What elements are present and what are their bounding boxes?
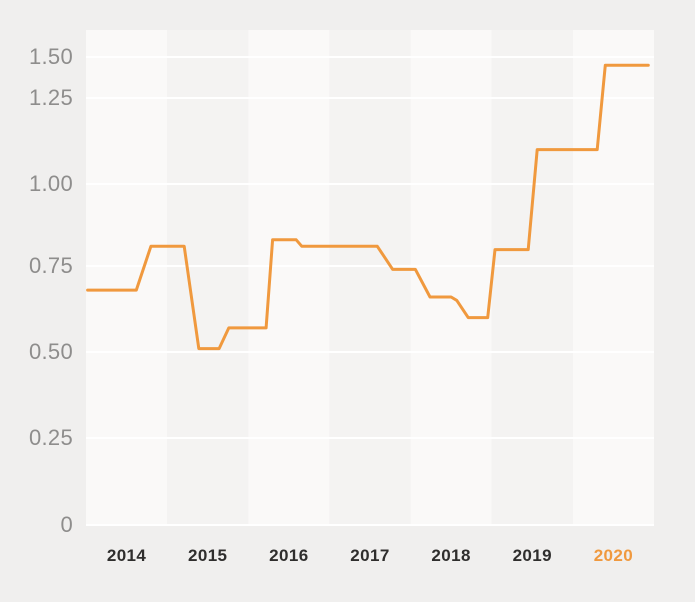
- x-axis-year-label: 2014: [106, 546, 147, 565]
- x-axis-year-label: 2017: [350, 546, 390, 565]
- y-axis-tick-label: 0.50: [28, 339, 73, 364]
- x-axis-year-label: 2015: [187, 546, 228, 565]
- year-band: [410, 30, 492, 526]
- series-line: [86, 63, 650, 351]
- year-band: [86, 30, 168, 526]
- x-axis-year-label-highlighted: 2020: [593, 546, 634, 565]
- year-band: [329, 30, 411, 526]
- y-axis-tick-label: 1.50: [28, 44, 73, 69]
- y-axis-tick-label: 1.00: [28, 171, 73, 196]
- year-band: [248, 30, 330, 526]
- year-band: [572, 30, 654, 526]
- x-axis-year-label: 2019: [512, 546, 552, 565]
- y-axis-tick-label: 0.25: [28, 425, 73, 450]
- y-axis-tick-label: 0.75: [28, 253, 73, 278]
- x-axis-year-label: 2016: [269, 546, 309, 565]
- y-axis-tick-label: 1.25: [28, 85, 73, 110]
- y-axis-tick-label: 0: [60, 512, 73, 537]
- x-axis-year-label: 2018: [431, 546, 471, 565]
- year-band: [491, 30, 573, 526]
- year-band: [167, 30, 249, 526]
